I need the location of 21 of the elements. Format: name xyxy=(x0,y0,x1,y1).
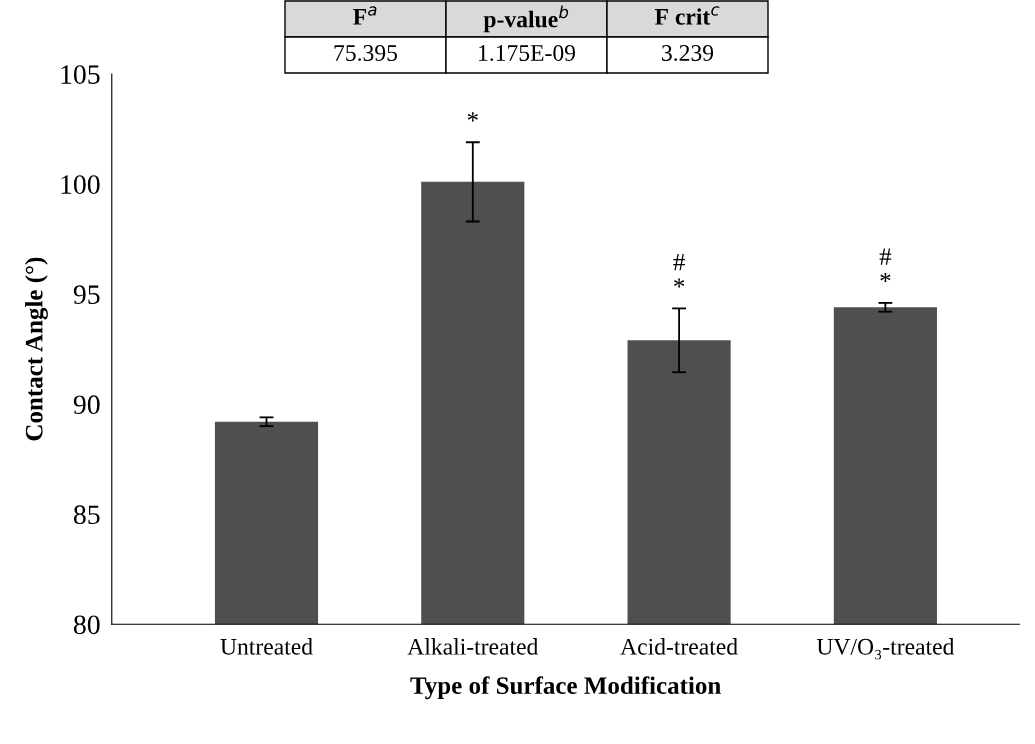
text: F crit$^{c}$ xyxy=(654,6,720,25)
x-tick-label: Acid-treated xyxy=(620,638,738,655)
data-label: * xyxy=(467,112,478,122)
text: p-value$^{b}$ xyxy=(483,5,569,33)
y-tick-label: 105 xyxy=(61,65,100,84)
text: 3.239 xyxy=(662,45,714,62)
x-tick-label: Alkali-treated xyxy=(407,638,539,655)
text: F$^{a}$ xyxy=(353,6,377,25)
x-axis-title: Type of Surface Modification xyxy=(410,676,721,700)
text: 1.175E-09 xyxy=(479,44,576,62)
y-tick-label: 80 xyxy=(73,615,100,635)
y-tick-label: 100 xyxy=(61,175,100,194)
data-label: # * xyxy=(673,253,685,288)
y-tick-label: 90 xyxy=(73,395,100,415)
x-tick-label: UV/O₃-treated xyxy=(816,638,955,660)
y-tick-label: 85 xyxy=(73,505,100,525)
y-tick-label: 95 xyxy=(73,285,100,305)
x-tick-label: Untreated xyxy=(220,638,313,655)
text: 75.395 xyxy=(334,45,398,62)
y-axis-title: Contact Angle (°) xyxy=(25,257,48,441)
data-label: # * xyxy=(879,248,892,283)
